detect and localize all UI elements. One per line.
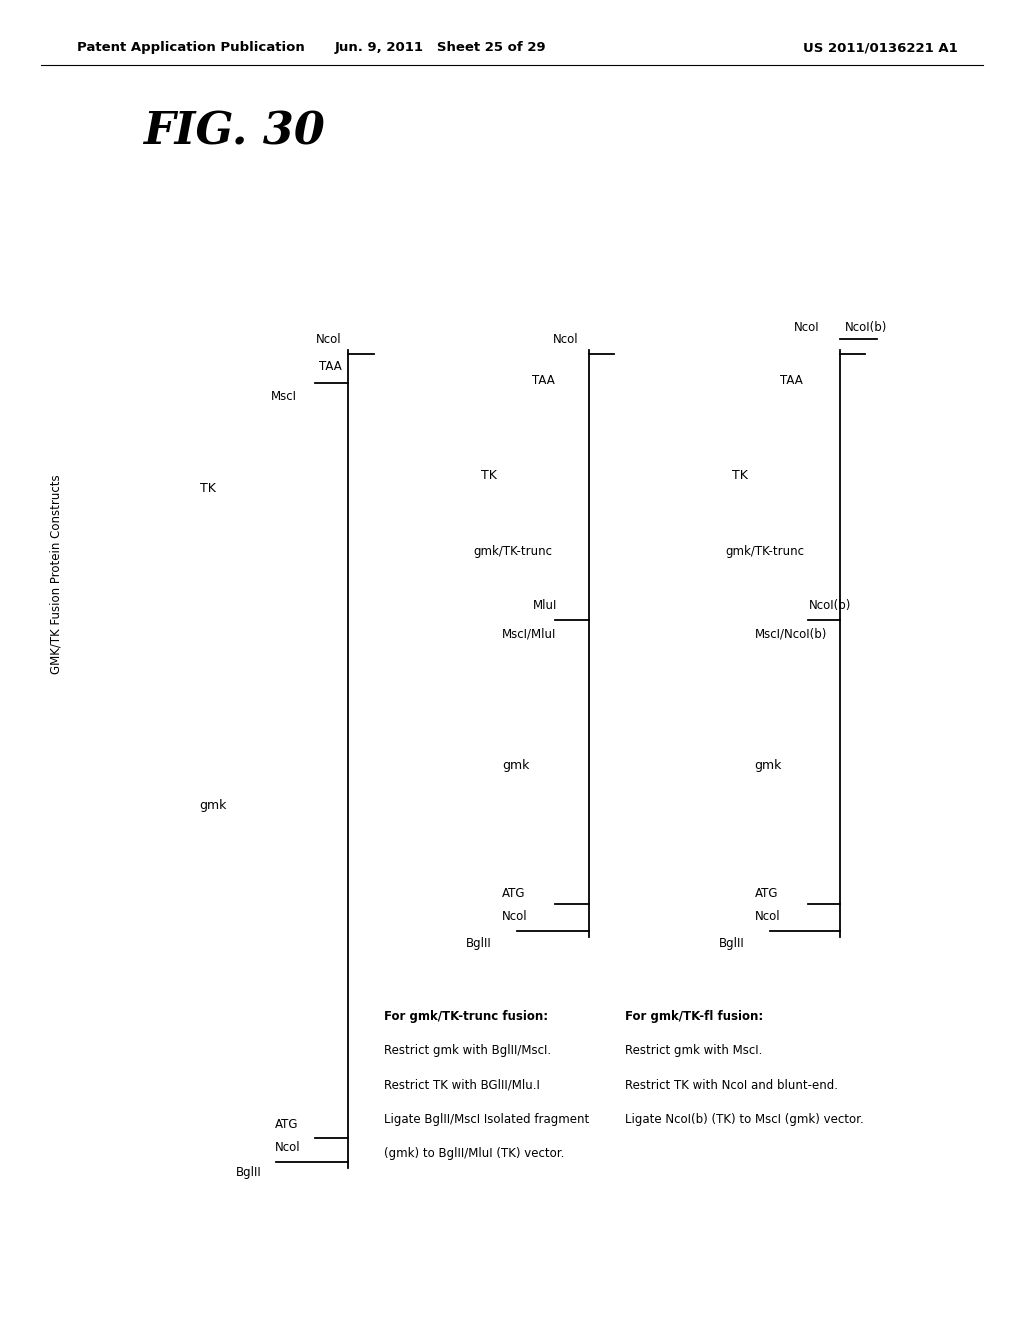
Text: Ncol: Ncol (755, 909, 780, 923)
Text: gmk: gmk (755, 759, 782, 772)
Text: BglII: BglII (236, 1166, 261, 1179)
Text: TK: TK (200, 482, 216, 495)
Text: MscI/MluI: MscI/MluI (502, 627, 556, 640)
Text: (gmk) to BglII/MluI (TK) vector.: (gmk) to BglII/MluI (TK) vector. (384, 1147, 564, 1160)
Text: NcoI: NcoI (794, 321, 819, 334)
Text: Restrict TK with NcoI and blunt-end.: Restrict TK with NcoI and blunt-end. (625, 1078, 838, 1092)
Text: TK: TK (732, 469, 749, 482)
Text: gmk/TK-trunc: gmk/TK-trunc (473, 545, 552, 558)
Text: Ncol: Ncol (502, 909, 527, 923)
Text: For gmk/TK-fl fusion:: For gmk/TK-fl fusion: (625, 1010, 763, 1023)
Text: BglII: BglII (719, 937, 744, 950)
Text: BglII: BglII (466, 937, 492, 950)
Text: gmk/TK-trunc: gmk/TK-trunc (725, 545, 804, 558)
Text: US 2011/0136221 A1: US 2011/0136221 A1 (803, 41, 957, 54)
Text: Jun. 9, 2011   Sheet 25 of 29: Jun. 9, 2011 Sheet 25 of 29 (335, 41, 546, 54)
Text: Ncol: Ncol (274, 1140, 300, 1154)
Text: gmk: gmk (502, 759, 529, 772)
Text: FIG. 30: FIG. 30 (143, 111, 326, 153)
Text: NcoI(b): NcoI(b) (845, 321, 887, 334)
Text: TAA: TAA (532, 374, 555, 387)
Text: For gmk/TK-trunc fusion:: For gmk/TK-trunc fusion: (384, 1010, 548, 1023)
Text: Restrict gmk with BglII/MscI.: Restrict gmk with BglII/MscI. (384, 1044, 551, 1057)
Text: ATG: ATG (755, 887, 778, 900)
Text: TAA: TAA (780, 374, 803, 387)
Text: MscI/NcoI(b): MscI/NcoI(b) (755, 627, 827, 640)
Text: Ncol: Ncol (315, 333, 341, 346)
Text: gmk: gmk (200, 799, 227, 812)
Text: TAA: TAA (319, 360, 342, 374)
Text: MscI: MscI (271, 389, 297, 403)
Text: Restrict gmk with MscI.: Restrict gmk with MscI. (625, 1044, 762, 1057)
Text: Restrict TK with BGlII/Mlu.I: Restrict TK with BGlII/Mlu.I (384, 1078, 540, 1092)
Text: TK: TK (481, 469, 498, 482)
Text: ATG: ATG (502, 887, 525, 900)
Text: NcoI(b): NcoI(b) (809, 599, 851, 612)
Text: Ligate NcoI(b) (TK) to MscI (gmk) vector.: Ligate NcoI(b) (TK) to MscI (gmk) vector… (625, 1113, 863, 1126)
Text: Ncol: Ncol (553, 333, 579, 346)
Text: MluI: MluI (532, 599, 557, 612)
Text: Ligate BglII/MscI Isolated fragment: Ligate BglII/MscI Isolated fragment (384, 1113, 589, 1126)
Text: ATG: ATG (274, 1118, 298, 1131)
Text: GMK/TK Fusion Protein Constructs: GMK/TK Fusion Protein Constructs (50, 474, 62, 675)
Text: Patent Application Publication: Patent Application Publication (77, 41, 304, 54)
